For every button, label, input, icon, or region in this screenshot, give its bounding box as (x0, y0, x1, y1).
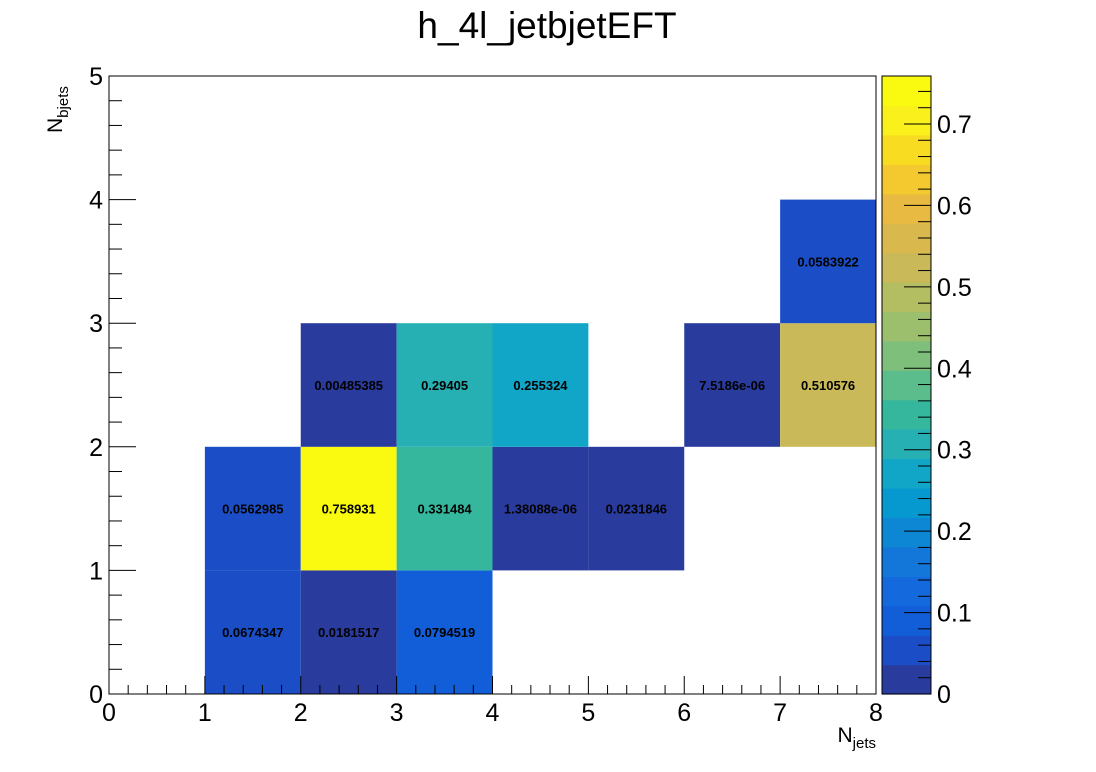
x-axis-title-sub: jets (852, 735, 876, 752)
cell-value-label: 0.0794519 (414, 625, 475, 640)
y-tick-label: 4 (89, 187, 103, 215)
x-tick-label: 7 (773, 699, 787, 727)
chart-title: h_4l_jetbjetEFT (417, 5, 676, 46)
colorbar-segment (882, 517, 931, 548)
colorbar-tick-label: 0.2 (937, 518, 972, 546)
x-tick-label: 1 (198, 699, 212, 727)
colorbar-segment (882, 134, 931, 165)
heatmap-cell (300, 570, 397, 694)
cell-value-label: 1.38088e-06 (504, 502, 577, 517)
colorbar-segment (882, 605, 931, 636)
cell-value-label: 0.0674347 (222, 625, 283, 640)
colorbar-segment (882, 193, 931, 224)
y-axis-tick-labels: 0 1 2 3 4 5 (89, 63, 103, 709)
colorbar-segment (882, 458, 931, 489)
cell-value-label: 0.331484 (417, 502, 472, 517)
colorbar-segment (882, 399, 931, 430)
cell-value-label: 0.255324 (513, 378, 568, 393)
colorbar-tick-label: 0.6 (937, 192, 972, 220)
heatmap-cell (492, 446, 589, 571)
colorbar-segment (882, 429, 931, 460)
heatmap-cell (204, 446, 301, 571)
heatmap-cell (396, 323, 493, 447)
cell-value-label: 0.0231846 (606, 502, 667, 517)
x-tick-label: 3 (390, 699, 404, 727)
x-axis-title-main: N (837, 724, 852, 747)
colorbar-segment (882, 105, 931, 136)
cell-value-label: 0.0583922 (797, 254, 858, 269)
heatmap-cell (588, 446, 685, 571)
heatmap-cell-labels: 0.0674347 0.0181517 0.0794519 0.0562985 0.75… (222, 254, 859, 640)
y-axis-title-main: N (44, 118, 67, 133)
x-tick-label: 4 (486, 699, 500, 727)
y-tick-label: 0 (89, 681, 103, 709)
y-axis-title: Nbjets (44, 86, 72, 133)
cell-value-label: 0.510576 (801, 378, 855, 393)
heatmap-cells (204, 199, 876, 694)
colorbar-ticks (904, 90, 931, 695)
heatmap-cell (780, 199, 876, 324)
cell-value-label: 7.5186e-06 (699, 378, 765, 393)
colorbar-segment (882, 252, 931, 283)
cell-value-label: 0.0562985 (222, 502, 283, 517)
heatmap-cell (396, 570, 493, 694)
colorbar-segment (882, 340, 931, 371)
colorbar-segment (882, 488, 931, 519)
colorbar-segment (882, 664, 931, 695)
x-tick-label: 0 (102, 699, 116, 727)
colorbar-tick-label: 0 (937, 681, 951, 709)
y-axis-ticks (109, 75, 136, 695)
y-tick-label: 2 (89, 434, 103, 462)
heatmap-cell (492, 323, 589, 447)
cell-value-label: 0.0181517 (318, 625, 379, 640)
colorbar-segment (882, 164, 931, 195)
colorbar-tick-label: 0.4 (937, 355, 972, 383)
colorbar-segment (882, 311, 931, 342)
heatmap-cell (780, 323, 876, 447)
x-axis-title: Njets (837, 724, 876, 752)
colorbar-tick-label: 0.5 (937, 274, 972, 302)
heatmap-cell (684, 323, 781, 447)
colorbar-tick-labels: 0 0.1 0.2 0.3 0.4 0.5 0.6 0.7 (937, 111, 972, 709)
y-tick-label: 5 (89, 63, 103, 91)
colorbar (882, 76, 931, 695)
x-axis-tick-labels: 0 1 2 3 4 5 6 7 8 (102, 699, 883, 727)
x-tick-label: 2 (294, 699, 308, 727)
x-tick-label: 8 (869, 699, 883, 727)
x-tick-label: 5 (581, 699, 595, 727)
colorbar-tick-label: 0.1 (937, 600, 972, 628)
y-axis-title-sub: bjets (55, 86, 72, 118)
colorbar-segment (882, 370, 931, 401)
colorbar-tick-label: 0.7 (937, 111, 972, 139)
y-tick-label: 3 (89, 310, 103, 338)
y-tick-label: 1 (89, 557, 103, 585)
cell-value-label: 0.758931 (322, 502, 376, 517)
colorbar-segment (882, 635, 931, 666)
colorbar-tick-label: 0.3 (937, 437, 972, 465)
cell-value-label: 0.29405 (421, 378, 468, 393)
x-axis-ticks (108, 676, 877, 694)
x-tick-label: 6 (677, 699, 691, 727)
colorbar-segment (882, 546, 931, 577)
colorbar-segment (882, 576, 931, 607)
heatmap-cell (396, 446, 493, 571)
heatmap-cell (300, 446, 397, 571)
heatmap-cell (300, 323, 397, 447)
cell-value-label: 0.00485385 (314, 378, 383, 393)
heatmap-cell (204, 570, 301, 694)
